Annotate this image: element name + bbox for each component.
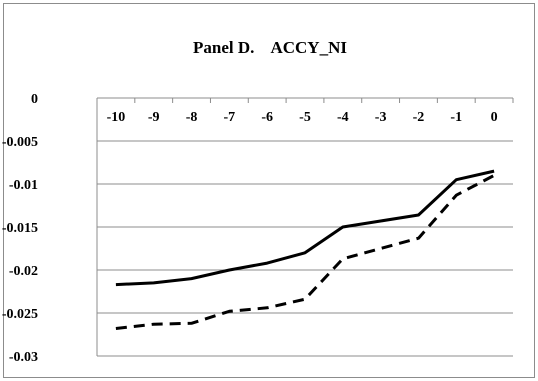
y-tick-label: -0.01 bbox=[9, 178, 38, 193]
x-tick-label: -3 bbox=[375, 110, 387, 125]
x-tick-label: -10 bbox=[107, 110, 126, 125]
x-tick-label: -1 bbox=[450, 110, 462, 125]
y-tick-label: -0.025 bbox=[2, 307, 38, 322]
x-tick-label: -7 bbox=[224, 110, 236, 125]
x-tick-label: -5 bbox=[299, 110, 311, 125]
gridlines bbox=[97, 140, 513, 357]
y-tick-label: -0.03 bbox=[9, 350, 38, 365]
x-tick-label: -4 bbox=[337, 110, 349, 125]
y-axis: 0 -0.005 -0.01 -0.015 -0.02 -0.025 -0.03 bbox=[2, 92, 98, 365]
y-tick-label: -0.015 bbox=[2, 221, 38, 236]
x-tick-label: -6 bbox=[261, 110, 273, 125]
y-tick-label: -0.02 bbox=[9, 264, 38, 279]
series-lines bbox=[115, 169, 495, 330]
series-line-solid bbox=[115, 169, 495, 287]
chart-title: Panel D. ACCY_NI bbox=[193, 38, 347, 57]
chart-frame bbox=[3, 3, 535, 378]
x-tick-label: -2 bbox=[413, 110, 425, 125]
x-tick-label: -8 bbox=[186, 110, 198, 125]
x-tick-label: -9 bbox=[148, 110, 160, 125]
y-tick-label: -0.005 bbox=[2, 135, 38, 150]
x-tick-label: 0 bbox=[491, 110, 498, 125]
y-tick-label: 0 bbox=[31, 92, 38, 107]
x-axis: -10 -9 -8 -7 -6 -5 -4 -3 -2 -1 0 bbox=[96, 97, 514, 125]
series-line-dashed bbox=[115, 174, 495, 330]
